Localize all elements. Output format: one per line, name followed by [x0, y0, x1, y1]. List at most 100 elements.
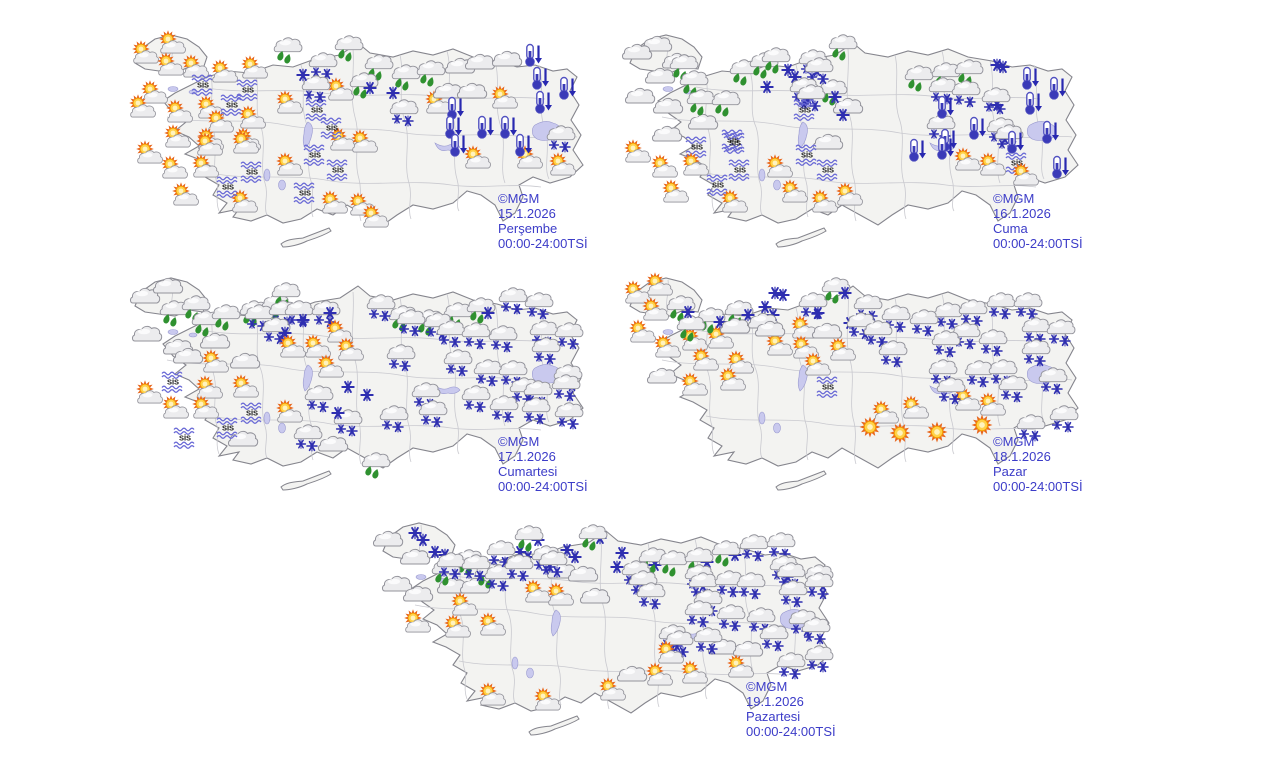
snow-cloud-icon: [292, 423, 322, 451]
sun-cloud-icon: [272, 89, 302, 117]
sun-cloud-icon: [272, 398, 302, 426]
snowflake-icon: [982, 51, 1012, 79]
sun-cloud-icon: [333, 336, 363, 364]
snow-cloud-icon: [735, 571, 765, 599]
snowflake-icon: [982, 91, 1012, 119]
snow-cloud-icon: [310, 299, 340, 327]
map-label: ©MGM 18.1.2026 Pazar 00:00-24:00TSİ: [993, 434, 1083, 494]
date-text: 18.1.2026: [993, 449, 1051, 464]
snow-cloud-icon: [932, 301, 962, 329]
snow-cloud-icon: [927, 358, 957, 386]
snowflake-icon: [733, 301, 763, 329]
sun-cloud-icon: [193, 94, 223, 122]
rain-cloud-icon: [748, 51, 778, 79]
cloud-icon: [460, 573, 490, 601]
sun-cloud-icon: [868, 399, 898, 427]
snow-cloud-icon: [803, 56, 833, 84]
snow-cloud-icon: [862, 319, 892, 347]
snow-cloud-icon: [797, 48, 827, 76]
temperature-drop-icon: [936, 136, 956, 161]
fog-icon: [191, 74, 213, 96]
sun-cloud-icon: [447, 591, 477, 619]
cloud-icon: [163, 334, 193, 362]
snow-cloud-icon: [687, 571, 717, 599]
rain-cloud-icon: [180, 294, 210, 322]
sun-cloud-icon: [207, 58, 237, 86]
hours-text: 00:00-24:00TSİ: [993, 479, 1083, 494]
cloud-icon: [625, 83, 655, 111]
sun-cloud-icon: [475, 611, 505, 639]
map-panel-day1: ©MGM 15.1.2026 Perşembe 00:00-24:00TSİ: [115, 25, 605, 260]
copyright-text: ©MGM: [993, 191, 1035, 206]
sun-cloud-icon: [192, 374, 222, 402]
temperature-drop-icon: [939, 128, 959, 153]
snow-cloud-icon: [332, 408, 362, 436]
snow-cloud-icon: [683, 563, 713, 591]
snow-cloud-icon: [522, 379, 552, 407]
snow-cloud-icon: [283, 299, 313, 327]
snow-cloud-icon: [520, 396, 550, 424]
cloud-icon: [812, 318, 842, 346]
snowflake-icon: [585, 524, 615, 552]
snowflake-icon: [750, 293, 780, 321]
rain-cloud-icon: [953, 58, 983, 86]
rain-cloud-icon: [363, 53, 393, 81]
temperature-drop-icon: [499, 115, 519, 140]
rain-cloud-icon: [190, 309, 220, 337]
sun-cloud-icon: [230, 126, 260, 154]
cloud-icon: [642, 31, 672, 59]
map-panel-day2: ©MGM 16.1.2026 Cuma 00:00-24:00TSİ: [610, 25, 1100, 260]
snowflake-icon: [333, 373, 363, 401]
snowflake-icon: [835, 309, 865, 337]
snowflake-icon: [523, 526, 553, 554]
snow-cloud-icon: [950, 321, 980, 349]
snow-cloud-icon: [553, 321, 583, 349]
sun-cloud-icon: [275, 333, 305, 361]
sun-cloud-icon: [235, 104, 265, 132]
snow-cloud-icon: [977, 328, 1007, 356]
fog-icon: [816, 159, 838, 181]
snow-cloud-icon: [797, 291, 827, 319]
temperature-drop-icon: [449, 133, 469, 158]
map-label: ©MGM 16.1.2026 Cuma 00:00-24:00TSİ: [993, 191, 1083, 251]
rain-cloud-icon: [210, 303, 240, 331]
snow-cloud-icon: [692, 626, 722, 654]
cloud-icon: [653, 93, 683, 121]
sun-icon: [885, 419, 915, 447]
snow-cloud-icon: [487, 324, 517, 352]
day-text: Pazartesi: [746, 709, 801, 724]
snowflake-icon: [315, 299, 345, 327]
fog-icon: [305, 99, 327, 121]
snow-cloud-icon: [460, 384, 490, 412]
snow-cloud-icon: [300, 74, 330, 102]
temperature-drop-icon: [514, 133, 534, 158]
snow-cloud-icon: [388, 98, 418, 126]
cloud-icon: [465, 49, 495, 77]
snow-cloud-icon: [925, 113, 955, 141]
sun-cloud-icon: [162, 98, 192, 126]
snowflake-icon: [673, 298, 703, 326]
date-text: 16.1.2026: [993, 206, 1051, 221]
sun-cloud-icon: [703, 324, 733, 352]
sun-cloud-icon: [950, 386, 980, 414]
map-panel-day5: ©MGM 19.1.2026 Pazartesi 00:00-24:00TSİ: [363, 513, 853, 748]
snow-cloud-icon: [550, 373, 580, 401]
snow-cloud-icon: [877, 339, 907, 367]
rain-cloud-icon: [387, 304, 417, 332]
temperature-drop-icon: [1006, 130, 1026, 155]
snow-cloud-icon: [845, 311, 875, 339]
rain-cloud-icon: [453, 548, 483, 576]
snowflake-icon: [768, 281, 798, 309]
sun-cloud-icon: [125, 93, 155, 121]
snow-cloud-icon: [497, 286, 527, 314]
snow-cloud-icon: [488, 394, 518, 422]
rain-cloud-icon: [360, 451, 390, 479]
cloud-icon: [445, 53, 475, 81]
sun-cloud-icon: [323, 76, 353, 104]
fog-icon: [216, 176, 238, 198]
snowflake-icon: [780, 63, 810, 91]
cloud-icon: [437, 573, 467, 601]
snowflake-icon: [505, 538, 535, 566]
day-text: Cuma: [993, 221, 1028, 236]
temperature-drop-icon: [444, 115, 464, 140]
